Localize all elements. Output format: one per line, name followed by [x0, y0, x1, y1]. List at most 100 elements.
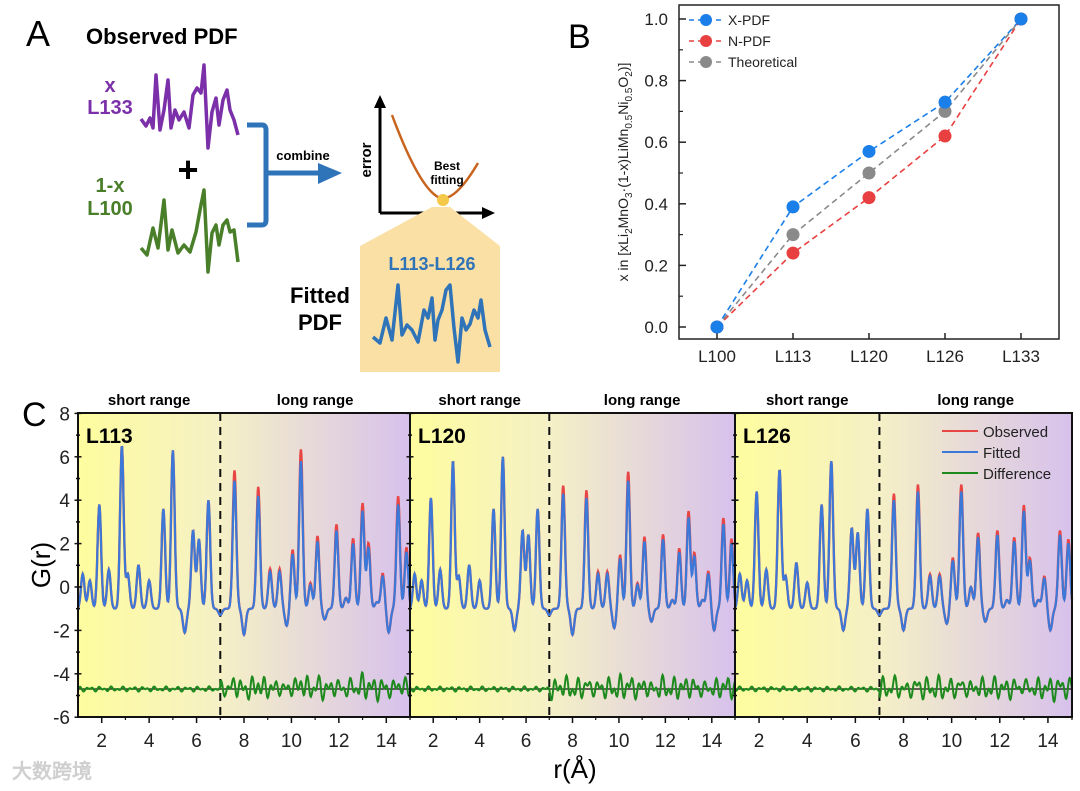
arrow-head-icon [318, 163, 342, 184]
short-range-label: short range [108, 392, 191, 409]
x-tick-label-l100: L100 [698, 347, 736, 366]
x-tick-label: 14 [701, 731, 723, 752]
difference-curve [77, 670, 411, 704]
panel-c-chart: C G(r) r(Å) short range long range L113 2 4 6… [22, 392, 1074, 784]
y-tick-label: 2 [59, 535, 70, 556]
y-tick-label: 0.6 [644, 133, 668, 152]
y-axis-label: x in [xLi2MnO3·(1-x)LiMn0.5Ni0.5O2)] [615, 63, 635, 282]
x-tick-label: 2 [96, 731, 107, 752]
panel-c-letter: C [22, 396, 47, 434]
legend-marker-x-pdf [700, 14, 712, 26]
x-tick-label-l120: L120 [850, 347, 888, 366]
combine-bracket [247, 122, 269, 228]
y-tick-label: 6 [59, 448, 70, 469]
x-tick-label: 12 [989, 731, 1010, 752]
long-range-label: long range [937, 392, 1014, 409]
panel-b-letter: B [568, 18, 591, 56]
data-point-x-pdf [862, 144, 876, 158]
data-point-x-pdf [786, 200, 800, 214]
data-point-x-pdf [938, 95, 952, 109]
sample-label: L113 [86, 425, 133, 448]
x-tick-label-l133: L133 [1002, 347, 1040, 366]
y-tick-label: -6 [53, 708, 70, 729]
plus-sign: + [177, 149, 198, 190]
x-tick-label: 4 [802, 731, 813, 752]
fitted-curve [734, 460, 1074, 633]
observed-pdf-title: Observed PDF [86, 24, 238, 49]
pdf-panel-l113: short range long range L113 2 4 6 8 10 12 14 [74, 392, 412, 752]
zoom-callout [360, 207, 500, 372]
fitting-label: fitting [430, 173, 463, 187]
fitted-curve [409, 456, 737, 637]
legend-label-n-pdf: N-PDF [728, 33, 771, 49]
data-point-theoretical [862, 166, 876, 180]
x-tick-label: 12 [655, 731, 676, 752]
best-fit-dot [437, 194, 449, 206]
legend-difference-label: Difference [983, 466, 1051, 483]
difference-curve [409, 671, 736, 702]
y-tick-label: 1.0 [644, 10, 668, 29]
pdf-panel-l126: short range long range L126 2 4 6 8 10 12 14 [731, 392, 1074, 752]
l100-pdf-curve [139, 188, 240, 274]
long-range-label: long range [277, 392, 354, 409]
series-line-x-pdf [716, 18, 1022, 328]
x-arrow-icon [482, 207, 495, 219]
legend-observed-label: Observed [983, 424, 1048, 441]
x-tick-label-l126: L126 [926, 347, 964, 366]
x-tick-label-l113: L113 [775, 347, 812, 366]
legend-marker-n-pdf [700, 35, 712, 47]
long-range-label: long range [604, 392, 681, 409]
legend-label-x-pdf: X-PDF [728, 12, 770, 28]
fitted-curve [77, 445, 412, 637]
error-axis-label: error [358, 142, 375, 177]
x-tick-label: 12 [328, 731, 349, 752]
y-tick-label: 0 [59, 578, 70, 599]
x-tick-label: 4 [474, 731, 485, 752]
x-tick-label: 14 [1037, 731, 1059, 752]
y-tick-label: -2 [53, 621, 70, 642]
pdf-panel-l120: short range long range L120 2 4 6 8 10 12 14 [406, 392, 737, 752]
data-point-theoretical [786, 228, 800, 242]
legend-marker-theoretical [700, 56, 712, 68]
x-tick-label: 2 [428, 731, 439, 752]
l133-pdf-curve [139, 63, 240, 150]
legend: Observed Fitted Difference [942, 424, 1051, 483]
l100-label: L100 [87, 198, 133, 220]
data-point-n-pdf [862, 191, 876, 205]
best-label: Best [434, 159, 460, 173]
x-tick-label: 6 [521, 731, 532, 752]
x-tick-label: 6 [850, 731, 861, 752]
panel-a-diagram: A Observed PDF x L133 1-x L100 + combine… [26, 13, 500, 372]
y-tick-label: 4 [59, 491, 70, 512]
legend-label-theoretical: Theoretical [728, 54, 797, 70]
fitted-label: Fitted [290, 283, 350, 308]
x-tick-label: 8 [567, 731, 578, 752]
combine-label: combine [276, 148, 329, 163]
panel-a-letter: A [26, 13, 50, 54]
fitted-range-label: L113-L126 [388, 254, 475, 274]
l133-label: L133 [87, 97, 133, 119]
x-tick-label: 10 [941, 731, 962, 752]
data-point-x-pdf [710, 320, 724, 334]
sample-label: L120 [418, 425, 466, 448]
data-point-n-pdf [938, 129, 952, 143]
legend-fitted-label: Fitted [983, 445, 1021, 462]
one-minus-x-label: 1-x [96, 175, 125, 197]
x-tick-label: 8 [898, 731, 909, 752]
g-r-axis-label: G(r) [26, 542, 56, 588]
x-tick-label: 14 [376, 731, 398, 752]
y-arrow-icon [374, 95, 386, 108]
difference-curve [734, 672, 1073, 704]
short-range-label: short range [766, 392, 849, 409]
x-tick-label: 4 [144, 731, 155, 752]
short-range-label: short range [438, 392, 521, 409]
panel-b-chart: B x in [xLi2MnO3·(1-x)LiMn0.5Ni0.5O2)] 0… [568, 4, 1060, 366]
y-tick-label: 0.8 [644, 72, 668, 91]
x-tick-label: 8 [239, 731, 250, 752]
x-tick-label: 10 [281, 731, 302, 752]
x-coefficient-label: x [104, 75, 115, 97]
data-point-n-pdf [786, 246, 800, 260]
r-axis-label: r(Å) [553, 754, 596, 784]
y-tick-label: 0.2 [644, 256, 668, 275]
